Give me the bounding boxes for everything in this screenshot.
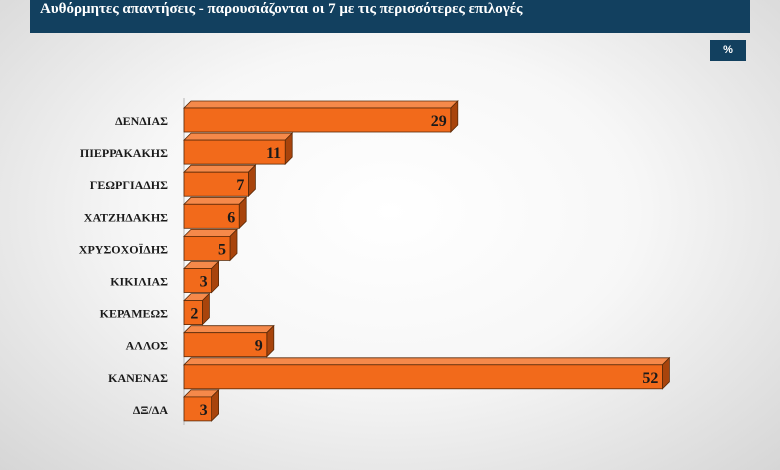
bar-value-label: 5 bbox=[218, 241, 226, 258]
category-label: ΚΙΚΙΛΙΑΣ bbox=[110, 275, 168, 289]
bar-value-label: 3 bbox=[200, 274, 208, 291]
bar bbox=[183, 364, 663, 390]
bar-value-label: 3 bbox=[200, 402, 208, 419]
category-label: ΔΕΝΔΙΑΣ bbox=[115, 114, 168, 128]
chart-header: Αυθόρμητες απαντήσεις - παρουσιάζονται ο… bbox=[30, 0, 750, 33]
bar bbox=[183, 139, 286, 165]
bar-top-face bbox=[183, 132, 294, 141]
bar-top-face bbox=[183, 100, 459, 109]
bar bbox=[183, 396, 213, 422]
bar-top-face bbox=[183, 228, 238, 237]
bar-value-label: 52 bbox=[642, 370, 658, 387]
category-label: ΚΕΡΑΜΕΩΣ bbox=[100, 307, 169, 321]
bar-value-label: 2 bbox=[190, 306, 198, 323]
bar bbox=[183, 268, 213, 293]
bar-value-label: 29 bbox=[431, 113, 447, 130]
chart-title: Αυθόρμητες απαντήσεις - παρουσιάζονται ο… bbox=[40, 1, 523, 17]
bar-top-face bbox=[183, 357, 671, 366]
bar-value-label: 11 bbox=[266, 145, 281, 162]
category-label: ΓΕΩΡΓΙΑΔΗΣ bbox=[90, 178, 168, 192]
category-label: ΔΞ/ΔΑ bbox=[133, 403, 169, 417]
bar bbox=[183, 300, 203, 326]
bar-top-face bbox=[183, 325, 275, 334]
bar bbox=[183, 107, 452, 133]
bar bbox=[183, 235, 231, 261]
bar-value-label: 7 bbox=[236, 177, 244, 194]
bar-top-face bbox=[183, 196, 248, 205]
unit-badge: % bbox=[710, 40, 746, 61]
bar bbox=[183, 332, 268, 358]
bar-top-face bbox=[183, 164, 257, 173]
category-label: ΧΑΤΖΗΔΑΚΗΣ bbox=[84, 210, 168, 224]
bar-value-label: 9 bbox=[255, 338, 263, 355]
category-label: ΚΑΝΕΝΑΣ bbox=[108, 371, 168, 385]
bar bbox=[183, 171, 249, 197]
bar-value-label: 6 bbox=[227, 209, 235, 226]
bar bbox=[183, 203, 240, 229]
category-label: ΠΙΕΡΡΑΚΑΚΗΣ bbox=[80, 146, 168, 160]
category-label: ΧΡΥΣΟΧΟΪΔΗΣ bbox=[79, 242, 168, 256]
category-label: ΑΛΛΟΣ bbox=[126, 339, 169, 353]
